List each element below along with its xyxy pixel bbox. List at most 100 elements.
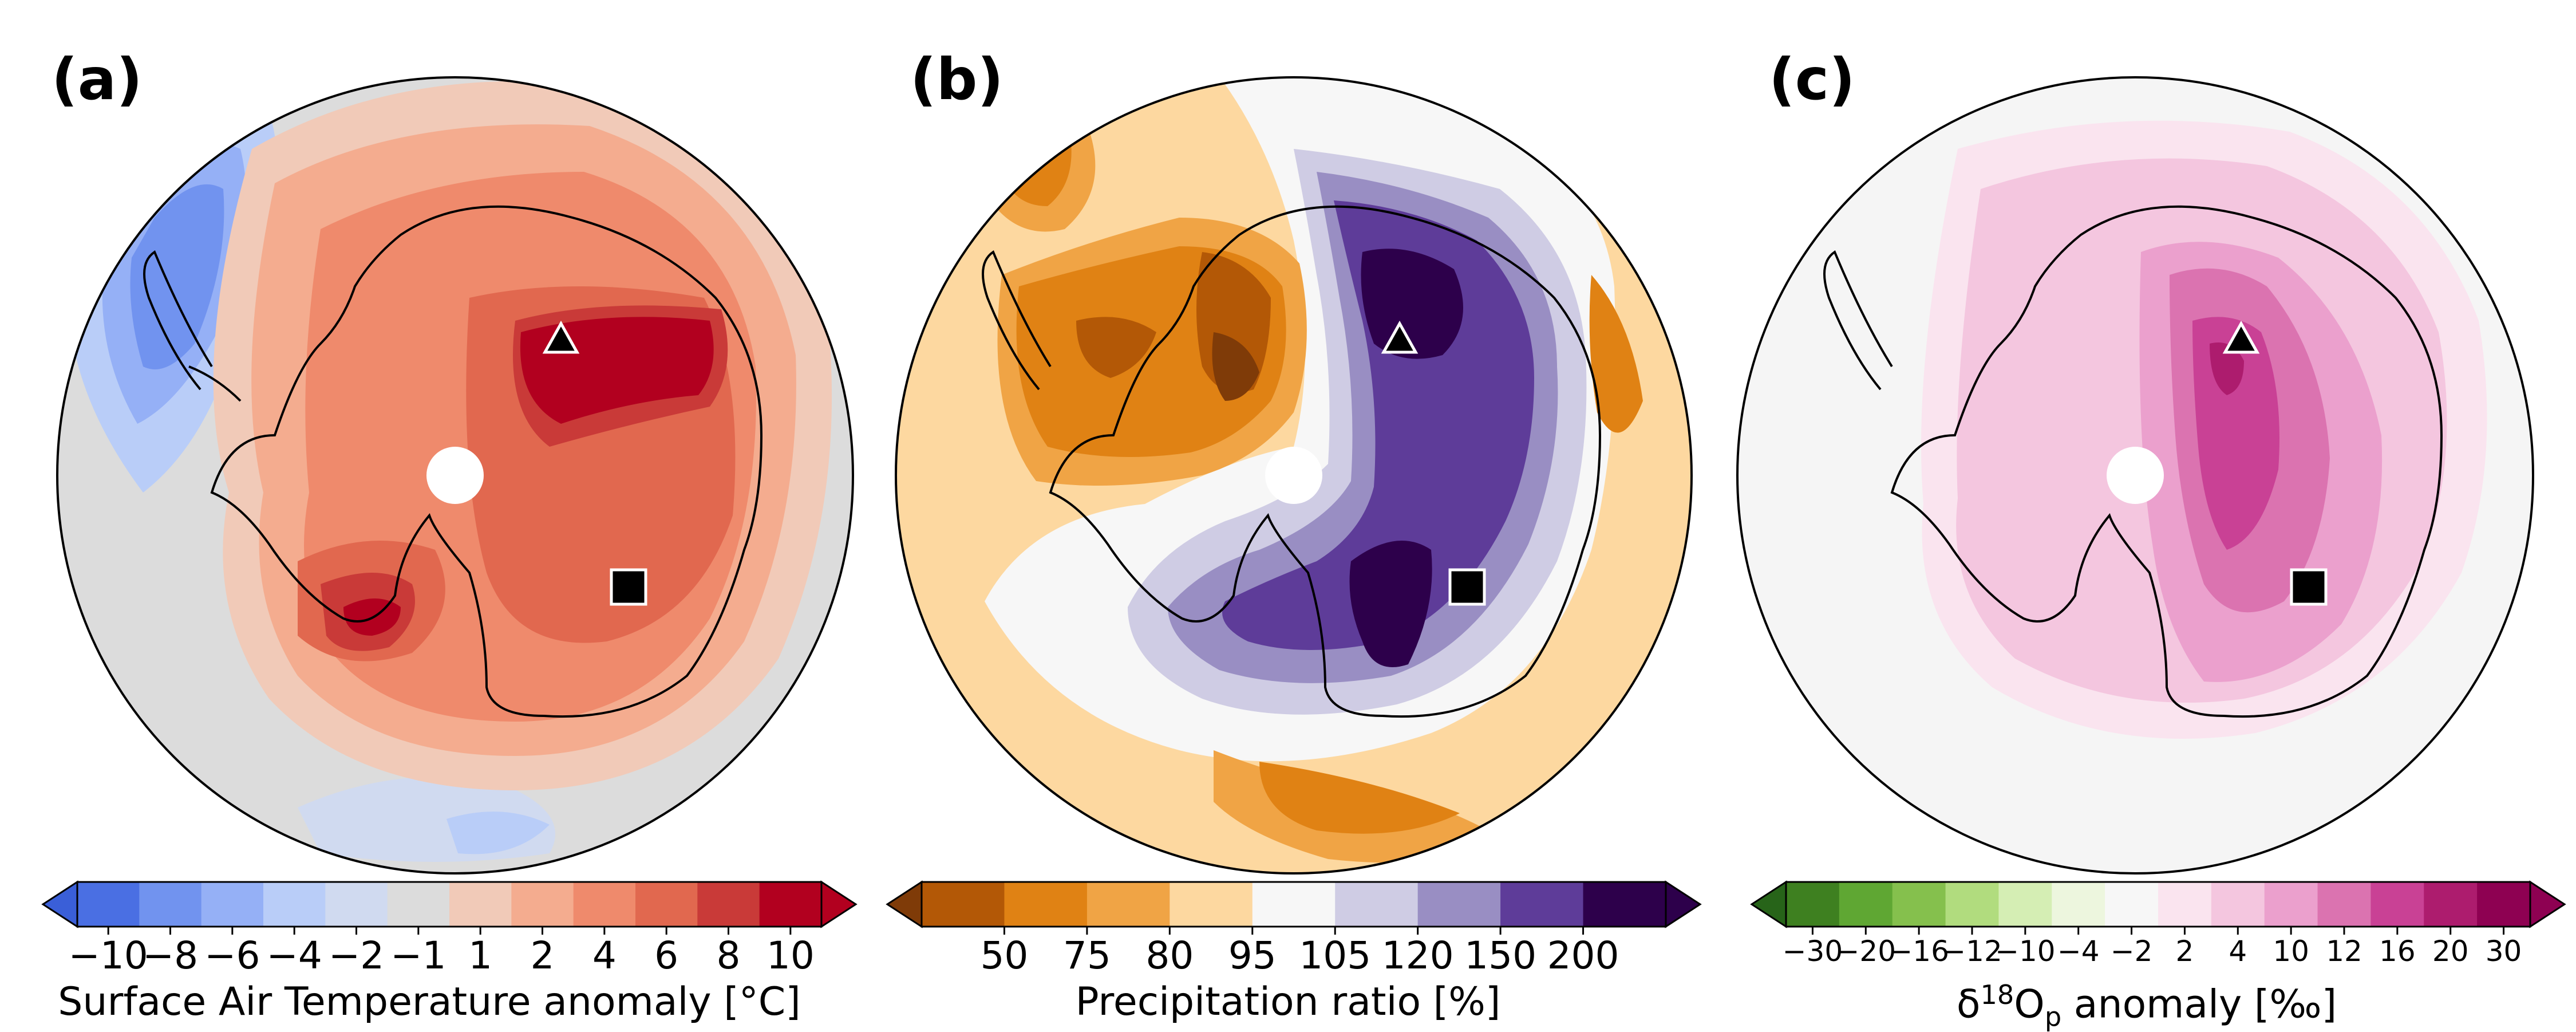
colorbar-segment — [573, 882, 636, 927]
colorbar-segment — [511, 882, 574, 927]
colorbar-tick-label: 16 — [2379, 935, 2416, 968]
colorbar-tick-label: 4 — [592, 933, 617, 978]
colorbar-tick-label: −2 — [2111, 935, 2153, 968]
colorbar-segment — [2158, 882, 2212, 927]
colorbar-tick-label: −8 — [143, 933, 198, 978]
antarctica-coastline — [143, 205, 763, 718]
colorbar-frame — [1785, 881, 2531, 928]
colorbar-tick-label: 50 — [980, 933, 1028, 978]
pole-hole — [426, 447, 484, 504]
colorbar: 50 75 80 95 105 120 150 200 — [886, 880, 1702, 978]
colorbar-tick-label: 1 — [468, 933, 492, 978]
colorbar-segment — [1252, 882, 1336, 927]
colorbar-segment — [759, 882, 822, 927]
colorbar-segment — [1786, 882, 1840, 927]
colorbar: −10−8 −6 −4 −2 −1 1 2 4 6 8 10 — [41, 880, 858, 978]
colorbar-segment — [922, 882, 1005, 927]
map-boundary — [895, 76, 1693, 875]
colorbar-segment — [1998, 882, 2052, 927]
colorbar: −30−20−16−12−10 −4 −2 2 4 10 12 16 20 30 — [1750, 880, 2566, 968]
pole-hole — [1265, 447, 1322, 504]
colorbar-tick-label: −12 — [1942, 935, 2002, 968]
colorbar-segment — [2317, 882, 2371, 927]
colorbar-label: Surface Air Temperature anomaly [°C] — [58, 979, 801, 1025]
colorbar-over-extension — [2529, 880, 2566, 928]
colorbar-tick-label: 4 — [2229, 935, 2247, 968]
colorbar-segment — [2424, 882, 2478, 927]
colorbar-label: Precipitation ratio [%] — [1075, 979, 1501, 1025]
colorbar-segment — [1335, 882, 1419, 927]
antarctica-coastline — [1823, 205, 2443, 718]
colorbar-segment — [77, 882, 140, 927]
colorbar-tick-label: 80 — [1145, 933, 1194, 978]
colorbar-segment — [2264, 882, 2318, 927]
colorbar-segment — [1086, 882, 1170, 927]
colorbar-tick-label: −4 — [267, 933, 322, 978]
square-marker — [610, 568, 647, 606]
panel-a: (a) −10 −8− — [0, 0, 859, 1031]
colorbar-tick-label: 120 — [1382, 933, 1454, 978]
colorbar-label: δ18Op anomaly [‰] — [1956, 979, 2337, 1032]
colorbar-tick-label: 30 — [2486, 935, 2522, 968]
panel-label: (a) — [52, 46, 143, 113]
triangle-marker — [542, 320, 580, 354]
panel-c: (c) −30 −20 −16 −12 −10 −4 −2 2 4 10 12 16 20 30 δ18O… — [1717, 0, 2576, 1032]
colorbar-tick-label: −1 — [390, 933, 446, 978]
pole-hole — [2107, 447, 2164, 504]
colorbar-tick-label: 200 — [1547, 933, 1619, 978]
colorbar-segment — [2477, 882, 2531, 927]
colorbar-tick-label: 12 — [2326, 935, 2362, 968]
colorbar-segment — [2370, 882, 2424, 927]
colorbar-tick-label: −2 — [329, 933, 384, 978]
colorbar-segment — [1500, 882, 1584, 927]
colorbar-under-extension — [886, 880, 923, 928]
colorbar-segment — [2105, 882, 2159, 927]
colorbar-under-extension — [1750, 880, 1787, 928]
colorbar-segment — [263, 882, 326, 927]
panel-b: (b) — [859, 0, 1717, 1031]
panel-label: (c) — [1769, 46, 1855, 113]
colorbar-over-extension — [1665, 880, 1702, 928]
colorbar-tick-label: −20 — [1836, 935, 1897, 968]
colorbar-segment — [325, 882, 388, 927]
colorbar-segment — [2052, 882, 2105, 927]
colorbar-tick-label: 10 — [767, 933, 815, 978]
colorbar-segment — [2211, 882, 2265, 927]
colorbar-tick-label: −16 — [1888, 935, 1949, 968]
colorbar-over-extension — [820, 880, 858, 928]
colorbar-tick-label: 2 — [531, 933, 555, 978]
colorbar-segment — [201, 882, 264, 927]
colorbar-segment — [449, 882, 512, 927]
colorbar-frame — [920, 881, 1667, 928]
colorbar-under-extension — [41, 880, 78, 928]
colorbar-tick-label: −10 — [1995, 935, 2056, 968]
antarctica-coastline — [982, 205, 1602, 718]
colorbar-segment — [1583, 882, 1666, 927]
colorbar-frame — [76, 881, 823, 928]
colorbar-tick-label: 105 — [1299, 933, 1371, 978]
colorbar-segment — [1004, 882, 1088, 927]
colorbar-tick-label: 20 — [2432, 935, 2469, 968]
colorbar-tick-label: −30 — [1783, 935, 1843, 968]
colorbar-segment — [635, 882, 698, 927]
colorbar-segment — [1417, 882, 1501, 927]
colorbar-tick-label: 150 — [1464, 933, 1536, 978]
triangle-marker — [1381, 320, 1419, 354]
colorbar-segment — [387, 882, 450, 927]
panel-label: (b) — [910, 46, 1003, 113]
colorbar-tick-label: −4 — [2057, 935, 2100, 968]
colorbar-tick-label: 8 — [717, 933, 741, 978]
colorbar-segment — [1892, 882, 1946, 927]
colorbar-segment — [697, 882, 760, 927]
colorbar-tick-label: 75 — [1063, 933, 1111, 978]
colorbar-tick-label: −6 — [204, 933, 260, 978]
colorbar-segment — [1170, 882, 1253, 927]
colorbar-tick-label: 6 — [654, 933, 678, 978]
map-boundary — [56, 76, 854, 875]
map-panel-b: 50 75 80 95 105 120 150 200 — [886, 76, 1702, 978]
map-panel-a: −10−8 −6 −4 −2 −1 1 2 4 6 8 10 — [41, 76, 858, 978]
square-marker — [2290, 568, 2328, 606]
square-marker — [1448, 568, 1486, 606]
colorbar-segment — [1839, 882, 1893, 927]
colorbar-segment — [1945, 882, 1999, 927]
